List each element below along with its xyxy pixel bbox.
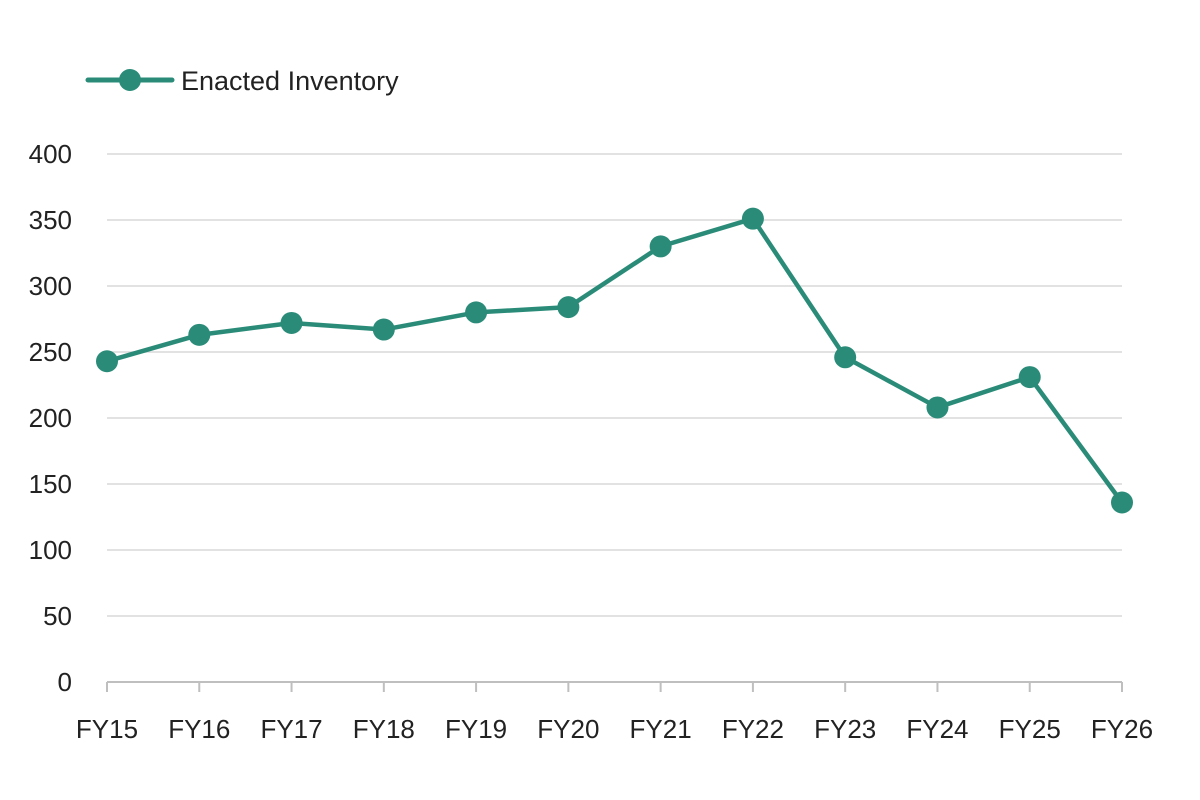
data-point-FY21	[649, 235, 672, 258]
data-point-FY23	[834, 346, 857, 369]
x-tick-label-FY26: FY26	[1091, 714, 1153, 744]
x-tick-label-FY25: FY25	[999, 714, 1061, 744]
x-tick-label-FY24: FY24	[906, 714, 968, 744]
data-point-FY18	[372, 318, 395, 341]
x-tick-label-FY15: FY15	[76, 714, 138, 744]
data-point-FY20	[557, 296, 580, 319]
x-tick-label-FY20: FY20	[537, 714, 599, 744]
data-point-FY15	[96, 350, 118, 373]
data-point-FY22	[741, 207, 764, 230]
data-point-FY26	[1111, 491, 1133, 514]
data-point-FY19	[465, 301, 488, 324]
x-tick-label-FY17: FY17	[260, 714, 322, 744]
y-tick-label-250: 250	[29, 337, 72, 367]
legend-swatch-marker	[119, 69, 141, 91]
x-tick-label-FY22: FY22	[722, 714, 784, 744]
y-tick-label-200: 200	[29, 403, 72, 433]
y-tick-label-100: 100	[29, 535, 72, 565]
y-tick-label-300: 300	[29, 271, 72, 301]
x-tick-label-FY23: FY23	[814, 714, 876, 744]
y-tick-label-150: 150	[29, 469, 72, 499]
x-axis	[106, 681, 1123, 692]
x-tick-label-FY19: FY19	[445, 714, 507, 744]
y-tick-label-50: 50	[43, 601, 72, 631]
x-tick-label-FY16: FY16	[168, 714, 230, 744]
y-axis-tick-labels: 0 50 100 150 200 250 300 350 400	[29, 139, 72, 697]
x-tick-label-FY21: FY21	[630, 714, 692, 744]
series-layer	[96, 207, 1133, 514]
gridlines	[107, 153, 1122, 617]
data-point-FY16	[188, 323, 211, 346]
series-line-enacted-inventory	[104, 216, 1125, 505]
data-point-FY17	[280, 311, 303, 334]
y-tick-label-350: 350	[29, 205, 72, 235]
x-tick-label-FY18: FY18	[353, 714, 415, 744]
data-point-FY24	[926, 396, 949, 419]
legend-label-enacted-inventory: Enacted Inventory	[181, 66, 399, 96]
data-point-FY25	[1018, 366, 1041, 389]
y-tick-label-400: 400	[29, 139, 72, 169]
x-axis-tick-labels: FY15 FY16 FY17 FY18 FY19 FY20 FY21 FY22 FY23 FY24…	[76, 714, 1153, 744]
legend: Enacted Inventory	[85, 66, 399, 96]
y-tick-label-0: 0	[58, 667, 72, 697]
